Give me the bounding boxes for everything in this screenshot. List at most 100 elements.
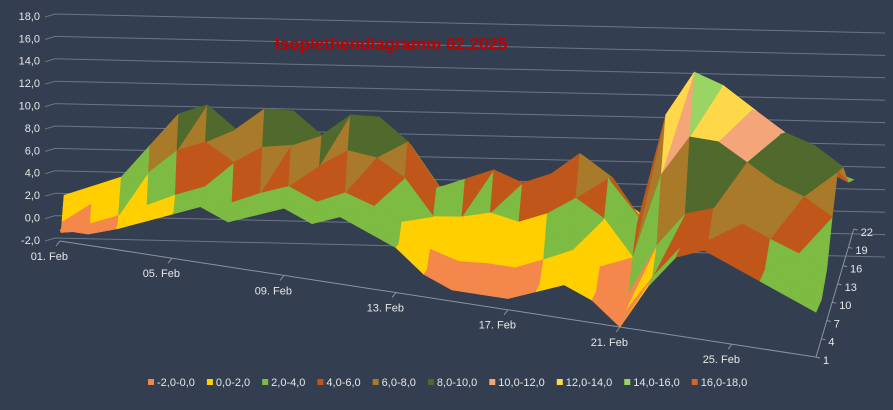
x-tick-label: 05. Feb: [143, 268, 180, 280]
grid-line: [44, 58, 886, 79]
surface-facet: [199, 205, 231, 216]
surface-facet: [461, 169, 495, 218]
surface-facet: [429, 216, 463, 250]
surface-facet: [367, 228, 400, 244]
surface: [59, 71, 855, 328]
surface-facet: [595, 265, 629, 295]
legend: -2,0-0,0 0,0-2,0 2,0-4,0 4,0-6,0 6,0-8,0 8,0-…: [148, 377, 747, 389]
z-tick-label: 6,0: [25, 145, 40, 157]
surface-facet: [61, 202, 92, 222]
depth-tick: [826, 320, 831, 322]
chart-title: Isoplethendiagramm 02.2025: [275, 34, 507, 53]
surface-facet: [118, 172, 149, 216]
surface-facet: [319, 114, 351, 167]
surface-facet: [87, 228, 118, 235]
surface-facet: [259, 144, 292, 194]
surface-facet: [514, 213, 548, 269]
z-tick-label: 18,0: [19, 11, 40, 23]
surface-facet: [608, 177, 642, 220]
surface-facet: [229, 193, 261, 216]
grid-line: [44, 35, 886, 56]
z-tick-label: 12,0: [19, 78, 40, 90]
surface-facet: [90, 194, 121, 224]
legend-label: 12,0-14,0: [566, 377, 612, 389]
surface-facet: [423, 269, 456, 285]
x-tick: [391, 292, 397, 298]
surface-facet: [579, 153, 613, 179]
depth-tick-label: 16: [850, 264, 862, 276]
surface-facet: [567, 250, 601, 278]
surface-facet: [623, 245, 658, 313]
depth-tick: [837, 283, 842, 286]
legend-swatch: [372, 379, 379, 385]
surface-facet: [205, 104, 237, 143]
surface-facet: [792, 253, 828, 285]
surface-facet: [547, 153, 581, 214]
surface-facet: [395, 243, 428, 271]
surface-facet: [751, 109, 786, 134]
surface-facet: [233, 108, 265, 163]
surface-facet: [539, 250, 573, 285]
surface-facet: [779, 132, 815, 146]
depth-tick: [842, 265, 848, 268]
surface-facet: [290, 110, 323, 146]
surface-facet: [62, 185, 93, 208]
surface-facet: [171, 205, 203, 215]
surface-facet: [535, 276, 569, 293]
axis-labels: -2,0 0,0 2,0 4,0 6,0 8,0 10,0 12,0 14,0 16,0 18,0 0…: [19, 11, 873, 367]
surface-facet: [255, 205, 287, 216]
surface-facet: [373, 157, 406, 207]
surface-facet: [656, 136, 691, 246]
surface-facet: [490, 169, 523, 214]
surface-facet: [591, 291, 625, 313]
surface-facet: [339, 213, 372, 229]
surface-facet: [173, 186, 204, 215]
depth-tick-label: 10: [839, 300, 851, 312]
x-tick: [167, 257, 173, 264]
depth-tick-label: 13: [845, 282, 857, 294]
surface-facet: [731, 254, 766, 271]
surface-facet: [314, 192, 346, 216]
depth-tick: [832, 301, 837, 304]
depth-tick: [815, 356, 821, 359]
surface-facet: [680, 207, 714, 248]
surface-facet: [257, 186, 289, 215]
x-tick: [279, 275, 285, 281]
surface-facet: [231, 146, 263, 203]
surface-facet: [571, 197, 605, 251]
surface-facet: [603, 177, 638, 226]
surface-facet: [148, 113, 179, 173]
x-tick-label: 17. Feb: [479, 320, 516, 332]
legend-swatch: [691, 379, 698, 385]
surface-facet: [774, 133, 810, 184]
legend-swatch: [206, 379, 213, 385]
grid: [44, 13, 886, 358]
surface-facet: [407, 141, 440, 188]
z-tick-label: 14,0: [19, 56, 40, 68]
surface-facet: [486, 212, 520, 264]
x-tick-label: 21. Feb: [591, 337, 628, 349]
surface-facet: [451, 284, 484, 291]
legend-label: -2,0-0,0: [157, 377, 195, 389]
surface-facet: [798, 196, 833, 254]
surface-facet: [227, 213, 259, 223]
depth-tick-label: 4: [828, 337, 834, 349]
z-tick-label: -2,0: [21, 235, 40, 247]
z-tick-label: 4,0: [25, 168, 40, 180]
surface-facet: [91, 176, 122, 204]
surface-facet: [60, 221, 91, 233]
surface-facet: [176, 104, 208, 151]
surface-facet: [689, 71, 724, 138]
surface-facet: [288, 144, 320, 187]
z-tick-label: 8,0: [25, 123, 40, 135]
surface-facet: [703, 239, 738, 256]
surface-facet: [619, 276, 653, 328]
depth-tick: [848, 246, 853, 249]
legend-label: 4,0-6,0: [326, 377, 360, 389]
depth-tick: [853, 228, 858, 231]
surface-facet: [316, 150, 349, 203]
surface-facet: [741, 161, 776, 224]
legend-label: 2,0-4,0: [271, 377, 305, 389]
surface-facet: [803, 147, 838, 197]
surface-facet: [146, 150, 178, 206]
